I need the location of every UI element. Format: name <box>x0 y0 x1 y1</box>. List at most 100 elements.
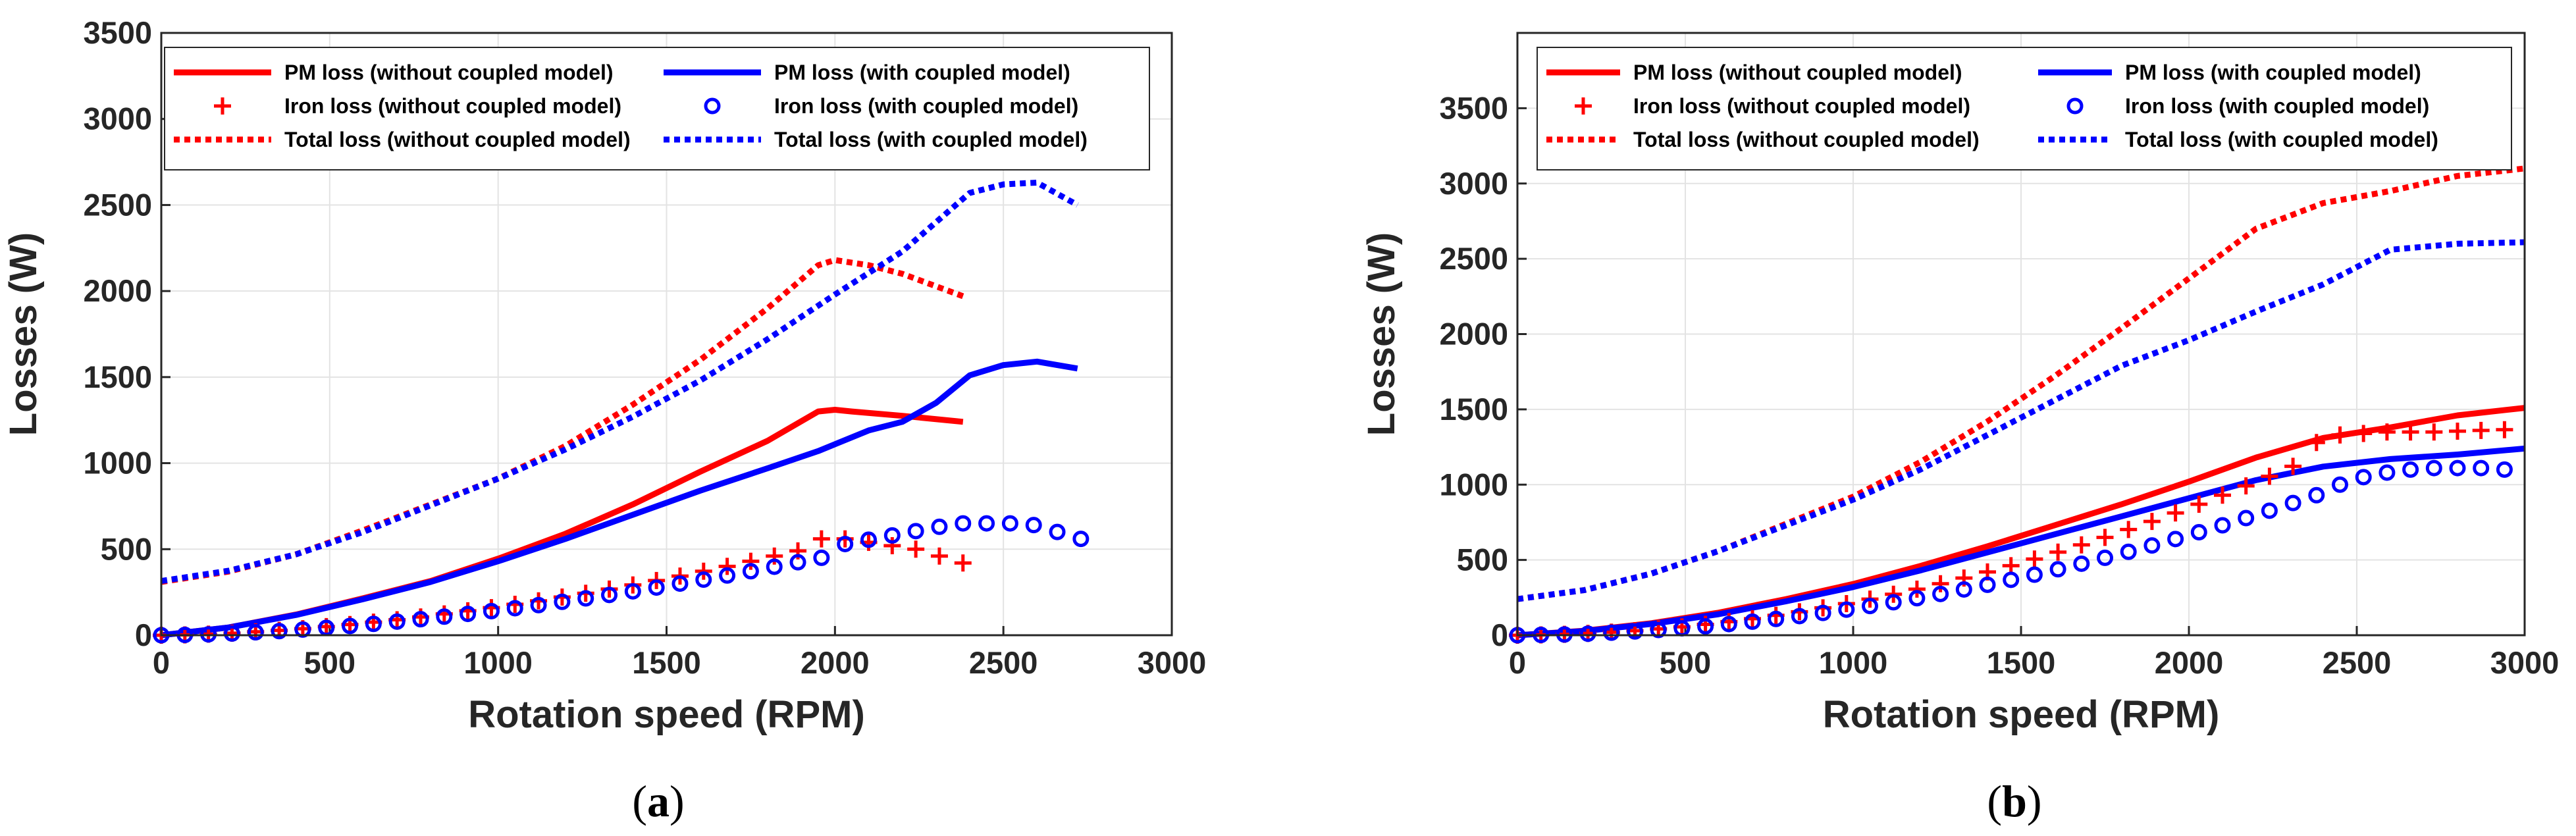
marker-circle <box>837 535 854 552</box>
y-tick-label: 3000 <box>1439 166 1508 201</box>
marker-plus <box>2496 421 2513 438</box>
x-tick-label: 1000 <box>463 645 533 680</box>
marker-circle <box>530 596 547 614</box>
x-tick-label: 500 <box>304 645 355 680</box>
marker-circle <box>2214 517 2231 534</box>
marker-plus <box>2331 426 2349 444</box>
x-tick-label: 2500 <box>969 645 1038 680</box>
y-tick-label: 500 <box>101 531 152 566</box>
marker-circle <box>1955 581 1972 598</box>
marker-circle <box>247 624 264 641</box>
marker-circle <box>978 515 995 532</box>
x-tick-label: 1500 <box>632 645 701 680</box>
marker-plus <box>2214 486 2231 504</box>
marker-circle <box>460 606 477 623</box>
marker-circle <box>2496 461 2513 478</box>
marker-plus <box>2402 423 2419 441</box>
marker-plus <box>2167 504 2184 522</box>
marker-plus <box>2002 557 2020 575</box>
marker-plus <box>930 547 948 565</box>
marker-circle <box>1697 618 1714 635</box>
series-dotted-blue-line <box>161 179 1079 585</box>
y-tick-label: 2500 <box>1439 241 1508 276</box>
marker-circle <box>789 554 806 571</box>
marker-circle <box>388 613 406 630</box>
marker-circle <box>365 615 382 633</box>
marker-circle <box>1001 515 1018 532</box>
marker-circle <box>883 527 901 544</box>
marker-plus <box>812 530 830 548</box>
x-tick-label: 0 <box>1509 645 1526 680</box>
legend-label: PM loss (with coupled model) <box>2125 61 2421 84</box>
series-solid-blue-line <box>1517 445 2525 639</box>
caption-a-letter: a <box>647 776 670 826</box>
marker-circle <box>624 583 641 600</box>
marker-plus <box>2307 434 2325 452</box>
marker-circle <box>1603 624 1620 641</box>
axes-box <box>160 32 1173 637</box>
y-tick-label: 3000 <box>83 101 152 136</box>
marker-circle <box>2425 459 2442 477</box>
legend-label: Total loss (with coupled model) <box>2125 128 2438 151</box>
legend-label: Total loss (without coupled model) <box>284 128 631 151</box>
marker-plus <box>954 554 972 572</box>
y-tick-label: 500 <box>1457 542 1508 577</box>
marker-circle <box>648 579 665 596</box>
x-tick-label: 2000 <box>801 645 870 680</box>
marker-plus <box>2096 529 2114 546</box>
marker-circle <box>1932 585 1949 602</box>
legend-box <box>164 47 1150 170</box>
marker-plus <box>2355 425 2373 442</box>
x-tick-label: 0 <box>153 645 170 680</box>
marker-circle <box>1627 623 1643 640</box>
y-tick-label: 1500 <box>1439 392 1508 427</box>
marker-circle <box>1862 598 1878 615</box>
marker-plus <box>718 558 736 575</box>
marker-circle <box>271 623 288 640</box>
marker-plus <box>742 552 760 570</box>
marker-plus <box>2237 477 2255 495</box>
caption-b: (b) <box>1987 776 2041 826</box>
marker-circle <box>1791 608 1808 625</box>
marker-circle <box>601 587 618 604</box>
x-tick-label: 3000 <box>2490 645 2560 680</box>
marker-circle <box>436 608 453 625</box>
marker-plus <box>2190 495 2208 513</box>
marker-plus <box>2026 550 2043 568</box>
marker-circle <box>2190 524 2207 541</box>
legend-label: Iron loss (with coupled model) <box>2125 94 2429 118</box>
marker-plus <box>2425 423 2443 441</box>
marker-circle <box>2332 476 2348 493</box>
marker-circle <box>2097 549 2113 566</box>
marker-circle <box>671 575 689 592</box>
y-tick-label: 1500 <box>83 359 152 394</box>
marker-circle <box>2049 561 2066 578</box>
marker-circle <box>766 558 783 575</box>
x-tick-label: 500 <box>1660 645 1711 680</box>
marker-circle <box>695 571 712 588</box>
axes-box <box>1516 32 2526 637</box>
marker-circle <box>2120 543 2137 560</box>
legend-label: Total loss (without coupled model) <box>1633 128 1980 151</box>
marker-circle <box>2143 537 2161 554</box>
chart-panel-a: 0 500 1000 1500 2000 2500 3000 0 500 1000 1500 2000… <box>2 15 1206 736</box>
marker-plus <box>2120 521 2138 538</box>
legend-label: PM loss (with coupled model) <box>774 61 1070 84</box>
legend-label: PM loss (without coupled model) <box>1633 61 1962 84</box>
marker-circle <box>1838 601 1855 618</box>
marker-circle <box>2003 571 2020 588</box>
marker-circle <box>1885 594 1902 611</box>
marker-circle <box>2308 486 2325 504</box>
y-axis-label: Losses (W) <box>2 232 45 436</box>
marker-plus <box>1908 581 1926 598</box>
marker-circle <box>907 523 924 540</box>
x-tick-label: 3000 <box>1138 645 1207 680</box>
y-tick-label: 0 <box>1491 617 1508 652</box>
marker-circle <box>1579 625 1596 642</box>
marker-circle <box>2449 459 2466 477</box>
legend-label: Iron loss (without coupled model) <box>1633 94 1970 118</box>
marker-circle <box>554 593 571 610</box>
marker-plus <box>2472 421 2490 439</box>
marker-circle <box>813 549 830 566</box>
